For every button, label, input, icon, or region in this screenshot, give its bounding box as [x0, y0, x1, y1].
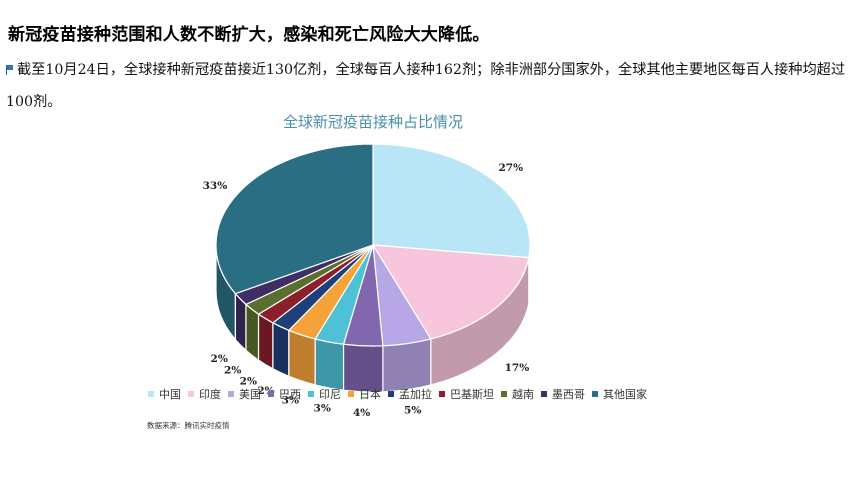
legend-label: 印尼: [319, 388, 341, 401]
pie-slice-中国: [372, 143, 531, 259]
article-paragraph: 截至10月24日，全球接种新冠疫苗接近130亿剂，全球每百人接种162剂；除非洲…: [6, 54, 856, 118]
percent-label-其他国家: 33%: [203, 180, 228, 192]
percent-label-巴基斯坦: 2%: [240, 375, 257, 387]
legend-item-中国: 中国: [148, 386, 181, 402]
headline: 新冠疫苗接种范围和人数不断扩大，感染和死亡风险大大降低。: [8, 25, 490, 45]
slice-side-美国: [382, 338, 432, 393]
legend-swatch: [228, 391, 234, 397]
legend-swatch: [348, 391, 354, 397]
pie-chart: 全球新冠疫苗接种占比情况 27%17%5%4%3%3%2%2%2%2%33%: [203, 113, 531, 419]
legend-item-其他国家: 其他国家: [592, 386, 647, 402]
pie-slices: [215, 143, 531, 393]
legend-label: 印度: [199, 388, 221, 401]
legend-swatch: [501, 391, 507, 397]
percent-label-日本: 3%: [282, 394, 299, 406]
legend-label: 墨西哥: [552, 388, 585, 401]
legend-item-巴西: 巴西: [268, 386, 301, 402]
legend-label: 中国: [159, 388, 181, 401]
legend-item-越南: 越南: [501, 386, 534, 402]
legend-label: 美国: [239, 388, 261, 401]
data-source: 数据来源：腾讯实时疫情: [147, 421, 230, 430]
legend-swatch: [541, 391, 547, 397]
legend-swatch: [439, 391, 445, 397]
flag-icon: [6, 65, 15, 75]
percent-label-巴西: 4%: [353, 407, 370, 419]
legend-swatch: [388, 391, 394, 397]
chart-legend: 中国 印度 美国 巴西 印尼 日本 孟加拉 巴基斯坦 越南 墨西哥 其他国家: [148, 386, 654, 402]
pie-slice-印度: [371, 244, 530, 340]
legend-item-巴基斯坦: 巴基斯坦: [439, 386, 494, 402]
legend-label: 越南: [512, 388, 534, 401]
legend-label: 日本: [359, 388, 381, 401]
legend-item-日本: 日本: [348, 386, 381, 402]
legend-swatch: [592, 391, 598, 397]
pie-slice-其他国家: [215, 143, 374, 295]
legend-label: 巴西: [279, 388, 301, 401]
legend-item-孟加拉: 孟加拉: [388, 386, 432, 402]
legend-label: 孟加拉: [399, 388, 432, 401]
slice-side-孟加拉: [272, 321, 290, 378]
chart-title: 全球新冠疫苗接种占比情况: [283, 113, 463, 131]
legend-item-印尼: 印尼: [308, 386, 341, 402]
legend-item-印度: 印度: [188, 386, 221, 402]
slice-side-巴基斯坦: [257, 313, 274, 370]
legend-swatch: [268, 391, 274, 397]
legend-item-墨西哥: 墨西哥: [541, 386, 585, 402]
percent-label-中国: 27%: [499, 162, 524, 174]
percent-label-墨西哥: 2%: [211, 353, 228, 365]
legend-label: 其他国家: [603, 388, 647, 401]
percent-label-印尼: 3%: [314, 403, 331, 415]
percent-label-美国: 5%: [404, 404, 421, 416]
legend-label: 巴基斯坦: [450, 388, 494, 401]
legend-swatch: [148, 391, 154, 397]
percent-label-越南: 2%: [224, 365, 241, 377]
slice-side-巴西: [342, 343, 384, 393]
legend-swatch: [188, 391, 194, 397]
legend-item-美国: 美国: [228, 386, 261, 402]
paragraph-text: 截至10月24日，全球接种新冠疫苗接近130亿剂，全球每百人接种162剂；除非洲…: [6, 62, 846, 110]
percent-label-印度: 17%: [505, 362, 530, 374]
slice-side-印尼: [314, 338, 345, 391]
legend-swatch: [308, 391, 314, 397]
